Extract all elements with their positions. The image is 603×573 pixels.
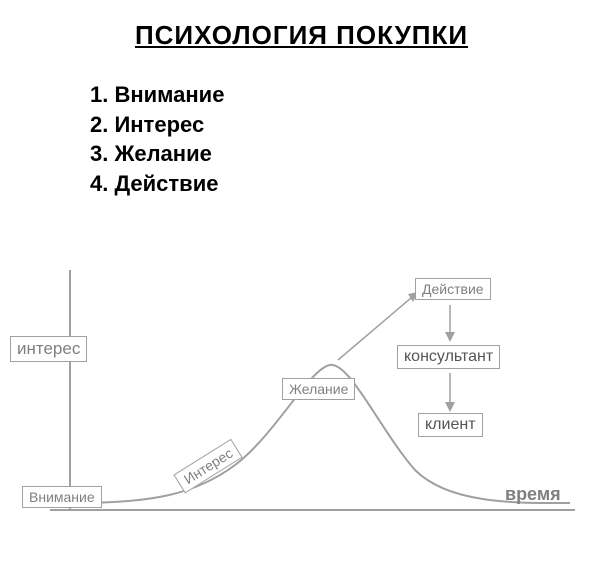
diagram-svg xyxy=(20,260,590,560)
y-axis-label-interes: интерес xyxy=(10,336,87,362)
box-consultant: консультант xyxy=(397,345,500,369)
consult-to-client-arrow xyxy=(445,373,455,412)
list-item: 3. Желание xyxy=(90,139,224,169)
action-to-consult-arrow xyxy=(445,305,455,342)
box-zhelanie: Желание xyxy=(282,378,355,400)
diagram-area: интересВниманиеЖеланиеДействиеконсультан… xyxy=(20,260,590,560)
list-item: 1. Внимание xyxy=(90,80,224,110)
page-title: ПСИХОЛОГИЯ ПОКУПКИ xyxy=(0,20,603,51)
list-item: 2. Интерес xyxy=(90,110,224,140)
box-deystvie: Действие xyxy=(415,278,491,300)
x-axis-label-vremya: время xyxy=(505,484,561,505)
box-vnimanie: Внимание xyxy=(22,486,102,508)
page-root: ПСИХОЛОГИЯ ПОКУПКИ 1. Внимание 2. Интере… xyxy=(0,0,603,573)
box-client: клиент xyxy=(418,413,483,437)
list-item: 4. Действие xyxy=(90,169,224,199)
stages-list: 1. Внимание 2. Интерес 3. Желание 4. Дей… xyxy=(90,80,224,199)
